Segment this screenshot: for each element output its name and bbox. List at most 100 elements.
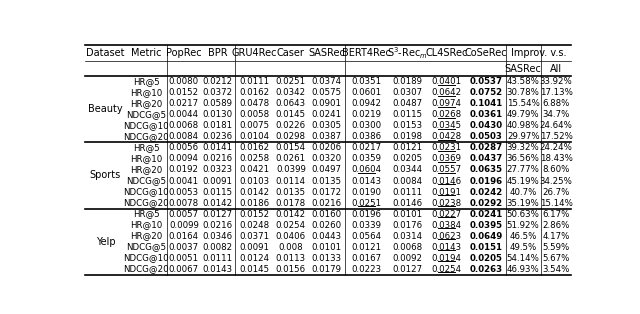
Text: 0.0146: 0.0146 — [392, 198, 422, 208]
Text: 0.0401: 0.0401 — [431, 77, 461, 86]
Text: 0.0190: 0.0190 — [351, 187, 381, 197]
Text: 0.0176: 0.0176 — [392, 220, 422, 230]
Text: NDCG@5: NDCG@5 — [126, 111, 166, 119]
Text: 0.0164: 0.0164 — [169, 231, 199, 241]
Text: 0.0212: 0.0212 — [203, 77, 233, 86]
Text: 0.0111: 0.0111 — [203, 254, 233, 263]
Text: 0.0068: 0.0068 — [392, 243, 422, 252]
Text: 0.0236: 0.0236 — [203, 133, 233, 141]
Text: 0.0127: 0.0127 — [392, 265, 422, 273]
Text: 0.0752: 0.0752 — [469, 88, 502, 97]
Text: CoSeRec: CoSeRec — [465, 48, 507, 58]
Text: HR@5: HR@5 — [133, 209, 160, 219]
Text: 0.0287: 0.0287 — [469, 143, 502, 153]
Text: NDCG@10: NDCG@10 — [124, 122, 169, 130]
Text: 0.0359: 0.0359 — [351, 154, 381, 164]
Text: 0.0178: 0.0178 — [276, 198, 306, 208]
Text: 0.0186: 0.0186 — [239, 198, 269, 208]
Text: 0.0564: 0.0564 — [351, 231, 381, 241]
Text: 0.0113: 0.0113 — [276, 254, 306, 263]
Text: 0.0082: 0.0082 — [203, 243, 233, 252]
Text: 0.0099: 0.0099 — [169, 220, 199, 230]
Text: 0.0497: 0.0497 — [312, 165, 341, 175]
Text: 0.0557: 0.0557 — [431, 165, 461, 175]
Text: 0.0314: 0.0314 — [392, 231, 422, 241]
Text: 35.19%: 35.19% — [507, 198, 540, 208]
Text: 0.0103: 0.0103 — [239, 176, 269, 186]
Text: 0.0635: 0.0635 — [469, 165, 502, 175]
Text: 0.0084: 0.0084 — [392, 176, 422, 186]
Text: 8.60%: 8.60% — [542, 165, 570, 175]
Text: 0.0238: 0.0238 — [431, 198, 461, 208]
Text: NDCG@20: NDCG@20 — [124, 198, 169, 208]
Text: 0.0057: 0.0057 — [169, 209, 199, 219]
Text: 0.0589: 0.0589 — [203, 100, 233, 108]
Text: 0.0189: 0.0189 — [392, 77, 422, 86]
Text: 0.0339: 0.0339 — [351, 220, 381, 230]
Text: CL4SRec: CL4SRec — [426, 48, 468, 58]
Text: 0.0241: 0.0241 — [311, 111, 341, 119]
Text: 0.0254: 0.0254 — [276, 220, 306, 230]
Text: 0.0942: 0.0942 — [351, 100, 381, 108]
Text: 0.0206: 0.0206 — [311, 143, 341, 153]
Text: 50.63%: 50.63% — [507, 209, 540, 219]
Text: 0.0478: 0.0478 — [239, 100, 269, 108]
Text: 0.0601: 0.0601 — [351, 88, 381, 97]
Text: Dataset: Dataset — [86, 48, 125, 58]
Text: 0.0130: 0.0130 — [203, 111, 233, 119]
Text: 46.5%: 46.5% — [509, 231, 537, 241]
Text: 0.0260: 0.0260 — [311, 220, 341, 230]
Text: 51.92%: 51.92% — [507, 220, 540, 230]
Text: 0.0156: 0.0156 — [276, 265, 306, 273]
Text: 0.0037: 0.0037 — [169, 243, 199, 252]
Text: 0.0386: 0.0386 — [351, 133, 381, 141]
Text: 0.0191: 0.0191 — [431, 187, 461, 197]
Text: 18.43%: 18.43% — [540, 154, 572, 164]
Text: 0.0305: 0.0305 — [311, 122, 341, 130]
Text: Metric: Metric — [131, 48, 162, 58]
Text: 0.0642: 0.0642 — [431, 88, 461, 97]
Text: 34.7%: 34.7% — [542, 111, 570, 119]
Text: 0.0114: 0.0114 — [276, 176, 306, 186]
Text: 0.0374: 0.0374 — [311, 77, 341, 86]
Text: 3.54%: 3.54% — [542, 265, 570, 273]
Text: HR@10: HR@10 — [131, 154, 163, 164]
Text: 0.0198: 0.0198 — [392, 133, 422, 141]
Text: 0.0172: 0.0172 — [311, 187, 341, 197]
Text: 0.0196: 0.0196 — [469, 176, 502, 186]
Text: S$^3$-Rec$_m$: S$^3$-Rec$_m$ — [387, 45, 428, 61]
Text: 0.0371: 0.0371 — [239, 231, 269, 241]
Text: 0.0121: 0.0121 — [351, 243, 381, 252]
Text: 0.0395: 0.0395 — [469, 220, 502, 230]
Text: 0.0216: 0.0216 — [203, 220, 233, 230]
Text: 0.0051: 0.0051 — [169, 254, 199, 263]
Text: 0.0254: 0.0254 — [431, 265, 461, 273]
Text: 0.0160: 0.0160 — [311, 209, 341, 219]
Text: 0.0091: 0.0091 — [239, 243, 269, 252]
Text: 0.0974: 0.0974 — [431, 100, 461, 108]
Text: Improv. v.s.: Improv. v.s. — [511, 48, 566, 58]
Text: 0.0320: 0.0320 — [311, 154, 341, 164]
Text: 0.0226: 0.0226 — [276, 122, 306, 130]
Text: 0.0399: 0.0399 — [276, 165, 306, 175]
Text: 0.008: 0.008 — [278, 243, 303, 252]
Text: NDCG@5: NDCG@5 — [126, 176, 166, 186]
Text: 0.0101: 0.0101 — [392, 209, 422, 219]
Text: HR@20: HR@20 — [131, 165, 163, 175]
Text: 40.7%: 40.7% — [509, 187, 537, 197]
Text: 0.0145: 0.0145 — [239, 265, 269, 273]
Text: Sports: Sports — [90, 171, 121, 181]
Text: 0.0298: 0.0298 — [276, 133, 306, 141]
Text: 0.0430: 0.0430 — [469, 122, 502, 130]
Text: 0.0091: 0.0091 — [203, 176, 233, 186]
Text: HR@20: HR@20 — [131, 231, 163, 241]
Text: Yelp: Yelp — [95, 236, 115, 246]
Text: 34.25%: 34.25% — [540, 176, 572, 186]
Text: 0.0142: 0.0142 — [239, 187, 269, 197]
Text: 43.58%: 43.58% — [507, 77, 540, 86]
Text: 0.0649: 0.0649 — [469, 231, 502, 241]
Text: 0.0268: 0.0268 — [431, 111, 461, 119]
Text: 46.93%: 46.93% — [507, 265, 540, 273]
Text: 0.0152: 0.0152 — [239, 209, 269, 219]
Text: 0.0152: 0.0152 — [169, 88, 199, 97]
